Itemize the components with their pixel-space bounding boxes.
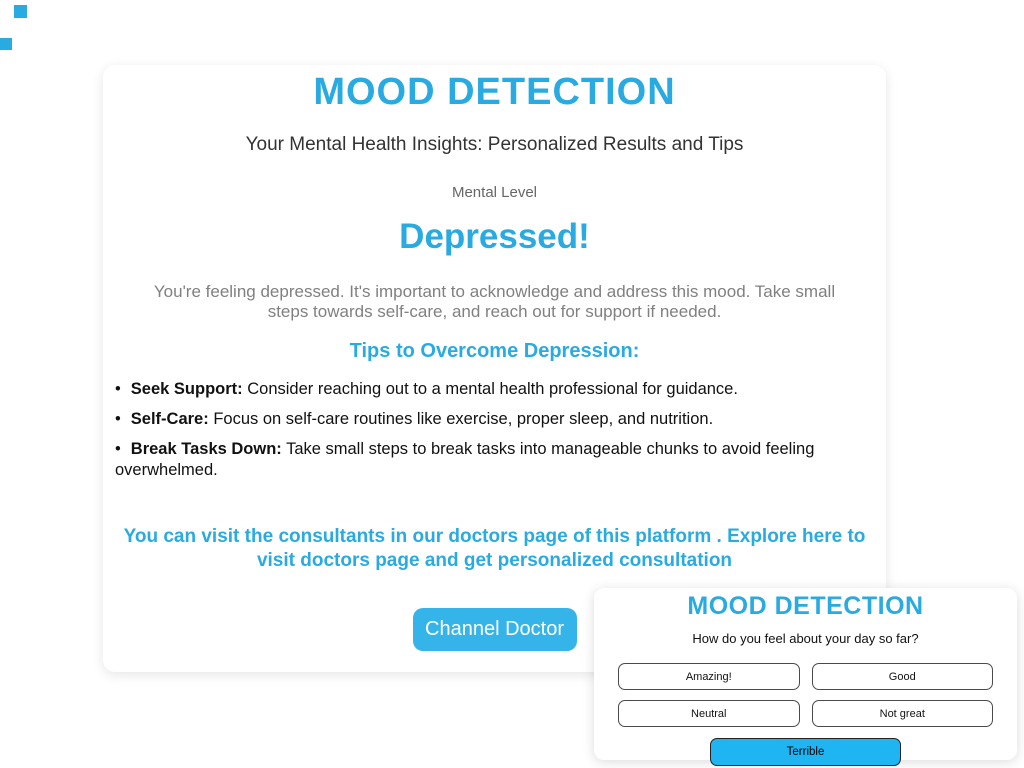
mood-picker-title: MOOD DETECTION [687,592,924,620]
insights-subtitle: Your Mental Health Insights: Personalize… [245,134,744,155]
tip-label: Seek Support: [130,380,243,398]
tip-label: Break Tasks Down: [130,440,282,458]
mood-option-neutral-button[interactable]: Neutral [618,700,800,727]
tips-heading: Tips to Overcome Depression: [349,340,640,362]
channel-doctor-button[interactable]: Channel Doctor [412,608,577,651]
decor-square-icon [0,38,12,50]
mood-option-good-button[interactable]: Good [811,663,993,690]
detected-mood: Depressed! [399,217,590,256]
tip-text: Take small steps to break tasks into man… [115,440,815,479]
list-item: • Break Tasks Down: Take small steps to b… [115,439,874,481]
list-item: • Seek Support: Consider reaching out to … [115,379,874,400]
mood-option-terrible-button[interactable]: Terrible [710,738,901,766]
bullet-icon: • [115,380,121,398]
mood-result-card: MOOD DETECTION Your Mental Health Insigh… [103,65,886,672]
mental-level-label: Mental Level [451,184,538,201]
doctors-page-promo-link[interactable]: You can visit the consultants in our doc… [123,526,866,571]
tip-text: Focus on self-care routines like exercis… [208,410,714,428]
mood-description: You're feeling depressed. It's important… [153,282,836,321]
bullet-icon: • [115,440,121,458]
mood-picker-card: MOOD DETECTION How do you feel about you… [594,588,1017,766]
mood-options-grid: Amazing! Good Neutral Not great [618,663,993,727]
mood-question: How do you feel about your day so far? [692,631,919,646]
tip-text: Consider reaching out to a mental health… [242,380,738,398]
tips-list: • Seek Support: Consider reaching out to … [115,379,874,481]
mood-option-not-great-button[interactable]: Not great [811,700,993,727]
mood-option-amazing-button[interactable]: Amazing! [618,663,800,690]
page-title: MOOD DETECTION [313,71,676,113]
tip-label: Self-Care: [130,410,209,428]
bullet-icon: • [115,410,121,428]
decor-square-icon [14,5,27,18]
list-item: • Self-Care: Focus on self-care routines … [115,409,874,430]
